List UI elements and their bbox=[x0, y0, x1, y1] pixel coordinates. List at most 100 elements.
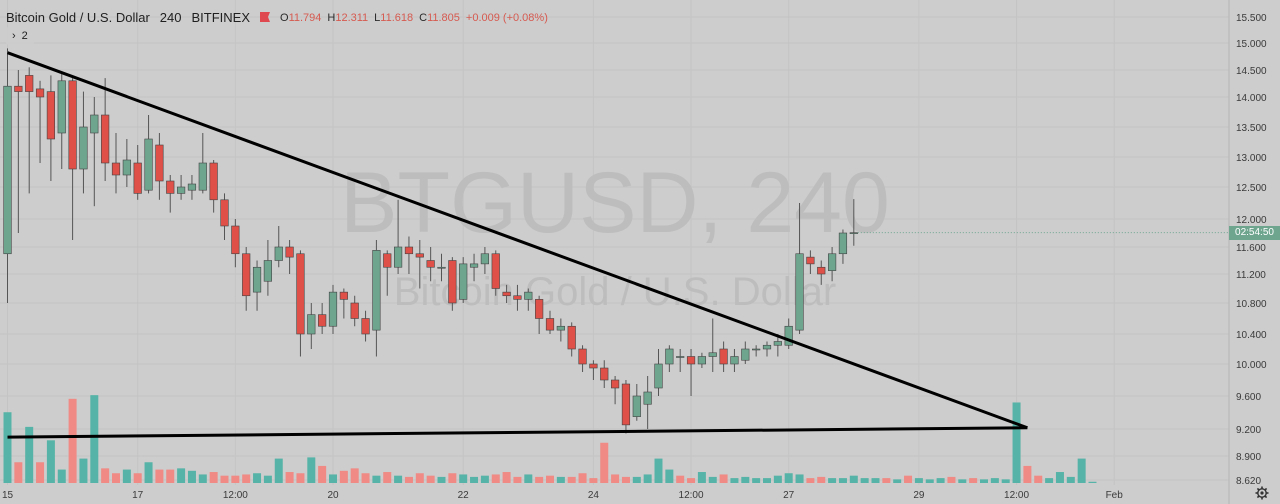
timeframe[interactable]: 240 bbox=[159, 9, 182, 25]
price-tick-label: 14.000 bbox=[1236, 93, 1267, 104]
volume-bar bbox=[1045, 478, 1054, 483]
candle-body-up bbox=[57, 80, 66, 134]
volume-bar bbox=[404, 476, 413, 483]
trendlines[interactable] bbox=[6, 51, 1230, 439]
candle bbox=[632, 384, 641, 421]
candle-body-down bbox=[610, 379, 620, 389]
time-tick-label: 20 bbox=[327, 490, 339, 501]
candle bbox=[545, 310, 555, 334]
volume-bar bbox=[947, 476, 956, 483]
ohlc-label: H bbox=[327, 12, 336, 24]
candle bbox=[817, 260, 826, 285]
price-tick-label: 9.200 bbox=[1236, 425, 1261, 436]
volume-bar bbox=[578, 473, 587, 483]
price-tick-label: 8.620 bbox=[1236, 476, 1261, 487]
gear-icon[interactable] bbox=[1255, 486, 1269, 500]
candle-body-down bbox=[686, 356, 696, 365]
trendline-descending[interactable] bbox=[6, 51, 1028, 430]
candle-body-up bbox=[849, 232, 858, 234]
flag-icon[interactable] bbox=[260, 12, 270, 22]
candle bbox=[752, 345, 761, 357]
candle bbox=[708, 318, 717, 372]
volume-bar bbox=[719, 474, 728, 483]
candle-body-up bbox=[79, 126, 88, 170]
current-price-label: 02:54:50 bbox=[1229, 225, 1280, 240]
candle bbox=[730, 349, 739, 372]
candle-body-up bbox=[469, 263, 479, 268]
candle bbox=[610, 376, 620, 405]
candle bbox=[383, 250, 392, 296]
price-tick-label: 12.000 bbox=[1236, 215, 1267, 226]
indicators-toggle[interactable]: › 2 bbox=[6, 27, 34, 45]
candle-body-down bbox=[68, 80, 77, 170]
ohlc-value: 11.794 bbox=[288, 12, 322, 24]
indicator-count: 2 bbox=[21, 30, 28, 42]
candle-body-down bbox=[806, 256, 815, 265]
volume-bar bbox=[621, 476, 630, 483]
volume-bar bbox=[817, 476, 826, 483]
volume-bar bbox=[448, 473, 457, 483]
candle-body-down bbox=[567, 325, 576, 350]
candle bbox=[535, 295, 544, 334]
price-axis[interactable]: 15.500 15.000 14.500 14.000 13.500 13.000 12.5… bbox=[1228, 0, 1267, 504]
candle bbox=[686, 349, 696, 396]
volume-bar bbox=[90, 395, 99, 483]
candle bbox=[242, 247, 251, 311]
volume-bar bbox=[101, 468, 110, 483]
volume-bar bbox=[697, 472, 706, 483]
candle-body-down bbox=[296, 253, 305, 335]
candle-body-down bbox=[111, 162, 121, 176]
trendline-support[interactable] bbox=[7, 426, 1028, 439]
volume-bar bbox=[437, 476, 446, 483]
candle bbox=[643, 376, 652, 429]
volume-bar bbox=[36, 462, 45, 483]
candle-body-up bbox=[372, 250, 381, 331]
ohlc-label: L bbox=[374, 12, 381, 24]
candle-body-down bbox=[491, 253, 500, 289]
volume-bar bbox=[763, 478, 771, 483]
candle-body-up bbox=[3, 85, 12, 255]
candle-body-up bbox=[556, 325, 565, 331]
candle bbox=[166, 175, 175, 213]
candle bbox=[68, 78, 77, 240]
candle-body-down bbox=[502, 291, 511, 297]
volume-bar bbox=[57, 469, 66, 483]
volume-bar bbox=[741, 476, 750, 483]
candle bbox=[144, 115, 153, 194]
volume-bar bbox=[122, 469, 131, 483]
candle-body-down bbox=[318, 314, 327, 327]
candle bbox=[25, 67, 34, 194]
volume-bar bbox=[187, 470, 196, 483]
candle bbox=[665, 345, 674, 372]
volume-bar bbox=[426, 475, 435, 483]
volume-bar bbox=[925, 479, 934, 483]
candle-body-down bbox=[415, 253, 424, 258]
candle bbox=[35, 80, 45, 163]
candle bbox=[578, 345, 587, 372]
candle bbox=[263, 240, 273, 296]
volume-bar bbox=[253, 473, 262, 483]
candle bbox=[155, 133, 164, 200]
candle bbox=[448, 257, 457, 311]
candle bbox=[14, 70, 23, 233]
volume-bar bbox=[198, 474, 207, 483]
candle-body-down bbox=[14, 85, 23, 92]
volume-bar bbox=[1066, 476, 1075, 483]
candle bbox=[491, 250, 500, 296]
candle-body-up bbox=[307, 314, 316, 335]
watermark: BTGUSD, 240 Bitcoin Gold / U.S. Dollar bbox=[340, 155, 890, 314]
candle bbox=[806, 250, 815, 274]
candle-body-up bbox=[838, 232, 848, 255]
candle-body-up bbox=[752, 348, 761, 351]
time-tick-label: 15 bbox=[2, 490, 14, 501]
candle bbox=[741, 341, 750, 364]
candle-body-up bbox=[697, 356, 706, 365]
symbol-name[interactable]: Bitcoin Gold / U.S. Dollar bbox=[6, 9, 150, 25]
ohlc-item: H12.311 bbox=[327, 12, 368, 24]
candle-body-down bbox=[25, 75, 34, 92]
volume-bar bbox=[350, 468, 359, 483]
time-axis[interactable]: 15 17 12:00 20 22 24 12:00 27 29 12:00 Feb bbox=[2, 490, 1123, 501]
volume-bar bbox=[513, 476, 522, 483]
volume-bar bbox=[491, 474, 500, 483]
